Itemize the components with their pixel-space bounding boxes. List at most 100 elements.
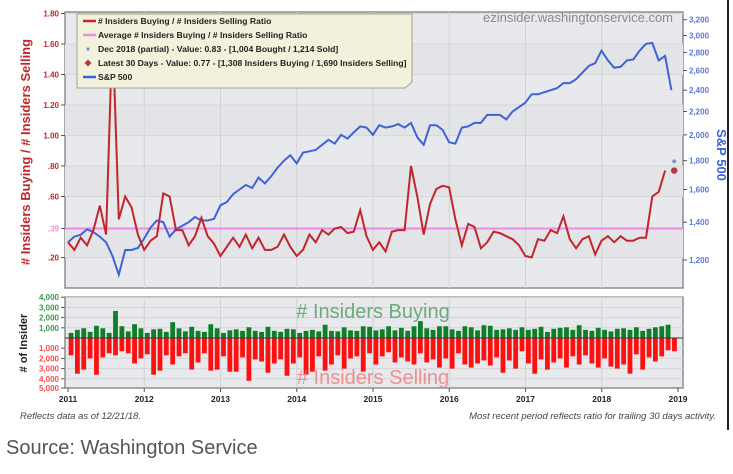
right-tick-label: 1,600 (689, 186, 710, 195)
sell-bar (94, 338, 99, 375)
sell-bar (545, 338, 550, 370)
buy-bar (170, 322, 176, 338)
left-tick-label: .60 (48, 193, 60, 202)
buy-bar (94, 325, 99, 338)
sell-bar (462, 338, 468, 365)
sell-bar (233, 338, 239, 372)
buy-bar (468, 327, 474, 338)
sell-bar (443, 338, 449, 359)
sell-bar (583, 338, 588, 356)
buy-bar (81, 328, 87, 338)
sell-bar (475, 338, 480, 364)
buy-bar (240, 330, 245, 338)
sell-bar (367, 338, 372, 354)
buy-bar (583, 329, 588, 338)
sell-bar (322, 338, 328, 371)
sell-bar (672, 338, 677, 352)
buy-bar (417, 321, 423, 338)
sell-bar (208, 338, 214, 371)
sell-bar (290, 338, 296, 364)
buy-bar (646, 328, 652, 338)
right-axis: 1,200 1,400 1,600 1,800 2,000 2,200 2,400 2,600… (683, 16, 710, 265)
buy-bar (329, 330, 334, 338)
right-tick-label: 2,000 (689, 131, 710, 140)
buy-bar (379, 329, 385, 338)
sell-tick-label: 1,000 (39, 344, 60, 353)
buy-bar (557, 327, 563, 338)
sell-bar (259, 338, 264, 362)
buy-bar (627, 329, 633, 338)
sell-bar (519, 338, 525, 352)
sell-bar (640, 338, 646, 370)
buy-bar (392, 330, 398, 338)
buy-bar (176, 328, 182, 338)
footnote-left: Reflects data as of 12/21/18. (20, 411, 141, 422)
sell-bar (449, 338, 455, 369)
buy-bar (113, 310, 118, 338)
buy-bar (532, 328, 538, 338)
buy-bar (151, 329, 157, 338)
sell-bar (468, 338, 474, 368)
footnote-right: Most recent period reflects ratio for tr… (469, 411, 716, 422)
buy-bar (163, 331, 169, 338)
buy-bar (367, 326, 372, 338)
buy-bar (449, 329, 455, 338)
sell-bar (227, 338, 233, 372)
sell-bar (348, 338, 353, 359)
buy-bar (481, 325, 487, 338)
sell-bar (646, 338, 652, 358)
sell-bar (595, 338, 601, 368)
right-tick-label: 1,400 (689, 218, 710, 227)
buy-bar (551, 328, 557, 338)
left-tick-label: .20 (48, 254, 60, 263)
sell-bar (532, 338, 538, 374)
sell-tick-label: 2,000 (39, 354, 60, 363)
left-axis-label: # Insiders Buying / # Insiders Selling (18, 39, 33, 265)
sell-bar (456, 338, 461, 354)
right-tick-label: 2,800 (689, 48, 710, 57)
buy-bar (316, 331, 322, 338)
x-tick-label: 2011 (59, 394, 78, 404)
buy-bar (398, 327, 404, 338)
buy-bar (621, 328, 627, 338)
sell-bar (354, 338, 360, 357)
sell-bar (125, 338, 131, 354)
x-axis: 2011 2012 2013 2014 2015 2016 2017 2018 2019 (59, 388, 688, 404)
buy-label: # Insiders Buying (296, 301, 449, 323)
sell-bar (138, 338, 144, 359)
legend-dot-icon (86, 47, 90, 51)
sell-bar (589, 338, 595, 364)
right-tick-label: 1,800 (689, 157, 710, 166)
ratio-line (67, 28, 667, 259)
sell-bar (75, 338, 80, 374)
buy-bar (157, 328, 163, 338)
buy-bar (576, 325, 582, 338)
sell-bar (500, 338, 506, 373)
buy-bar (475, 330, 480, 338)
sell-bar (513, 338, 519, 369)
buy-bar (633, 327, 639, 338)
sell-bar (551, 338, 557, 363)
sell-bar (411, 338, 417, 365)
buy-bar (602, 329, 607, 338)
sell-bar (538, 338, 544, 360)
sell-bar (297, 338, 303, 358)
left-tick-label: 1.00 (43, 132, 59, 141)
buy-bar (341, 327, 347, 338)
buy-bar (189, 326, 195, 338)
sell-bar (157, 338, 163, 371)
sell-bar (506, 338, 512, 361)
sell-bar (81, 338, 87, 370)
sell-bar (392, 338, 398, 363)
right-tick-label: 3,000 (689, 32, 710, 41)
buy-bar (665, 324, 671, 338)
sell-bar (214, 338, 220, 370)
buy-bar (119, 326, 125, 338)
sell-bar (627, 338, 633, 374)
right-tick-label: 2,400 (689, 86, 710, 95)
buy-bar (87, 331, 93, 338)
x-tick-label: 2019 (669, 394, 688, 404)
legend-label: Latest 30 Days - Value: 0.77 - [1,308 In… (98, 58, 407, 68)
buy-bar (513, 329, 519, 338)
